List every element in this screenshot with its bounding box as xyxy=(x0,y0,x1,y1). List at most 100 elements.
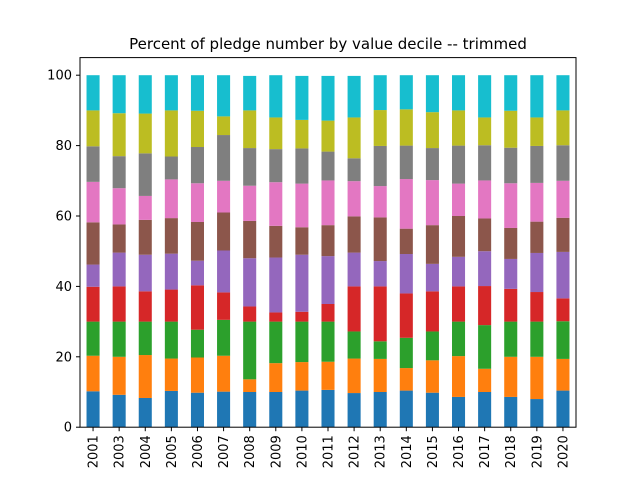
bar-segment-2004-decile-1 xyxy=(138,397,152,428)
bar-segment-2012-decile-7 xyxy=(347,181,361,217)
bar-segment-2015-decile-8 xyxy=(425,148,439,181)
bar-segment-2006-decile-4 xyxy=(190,285,204,330)
bar-segment-2010-decile-7 xyxy=(295,183,309,228)
bar-segment-2018-decile-10 xyxy=(504,75,518,111)
bar-segment-2016-decile-7 xyxy=(452,183,466,216)
bar-segment-2004-decile-2 xyxy=(138,355,152,398)
bar-segment-2004-decile-7 xyxy=(138,195,152,220)
bar-segment-2012-decile-8 xyxy=(347,158,361,182)
bar-segment-2008-decile-4 xyxy=(243,306,257,322)
bar-segment-2017-decile-1 xyxy=(478,392,492,428)
bar-segment-2005-decile-1 xyxy=(164,390,178,428)
x-tick-label-2010: 2010 xyxy=(295,435,310,468)
bar-segment-2014-decile-5 xyxy=(399,254,413,294)
bar-segment-2013-decile-10 xyxy=(373,75,387,111)
bar-segment-2007-decile-3 xyxy=(217,319,231,356)
bar-segment-2010-decile-9 xyxy=(295,119,309,149)
bar-segment-2007-decile-5 xyxy=(217,250,231,293)
bar-segment-2014-decile-1 xyxy=(399,390,413,428)
bar-segment-2009-decile-1 xyxy=(269,392,283,428)
bar-segment-2016-decile-2 xyxy=(452,356,466,397)
y-axis: 0 20 40 60 80 100 xyxy=(47,69,80,436)
bar-segment-2009-decile-9 xyxy=(269,117,283,150)
bar-segment-2006-decile-7 xyxy=(190,183,204,222)
bar-segment-2005-decile-3 xyxy=(164,321,178,359)
bar-segment-2003-decile-7 xyxy=(112,188,126,225)
bar-segment-2007-decile-6 xyxy=(217,212,231,251)
y-tick-label: 0 xyxy=(64,421,72,436)
x-tick-label-2020: 2020 xyxy=(556,435,571,468)
bar-segment-2005-decile-7 xyxy=(164,179,178,219)
bar-segment-2016-decile-6 xyxy=(452,216,466,257)
bar-segment-2007-decile-4 xyxy=(217,292,231,320)
bar-segment-2012-decile-4 xyxy=(347,286,361,332)
x-tick-label-2013: 2013 xyxy=(374,435,389,468)
bar-segment-2020-decile-9 xyxy=(556,110,570,146)
bar-segment-2015-decile-7 xyxy=(425,180,439,226)
x-tick-label-2017: 2017 xyxy=(478,435,493,468)
bar-segment-2001-decile-7 xyxy=(86,181,100,223)
bar-segment-2004-decile-8 xyxy=(138,153,152,196)
bar-segment-2015-decile-6 xyxy=(425,225,439,264)
bar-segment-2001-decile-1 xyxy=(86,391,100,428)
bar-segment-2017-decile-2 xyxy=(478,368,492,392)
bar-segment-2006-decile-6 xyxy=(190,221,204,261)
bar-segment-2001-decile-3 xyxy=(86,321,100,356)
bar-segment-2018-decile-4 xyxy=(504,288,518,322)
bar-segment-2008-decile-10 xyxy=(243,75,257,111)
bar-segment-2013-decile-6 xyxy=(373,217,387,262)
bar-segment-2001-decile-10 xyxy=(86,75,100,111)
bar-segment-2015-decile-1 xyxy=(425,392,439,428)
bar-segment-2018-decile-9 xyxy=(504,110,518,148)
bar-segment-2016-decile-5 xyxy=(452,256,466,287)
bar-segment-2003-decile-3 xyxy=(112,321,126,357)
bar-segment-2006-decile-9 xyxy=(190,110,204,148)
bar-segment-2009-decile-5 xyxy=(269,257,283,313)
bar-segment-2012-decile-9 xyxy=(347,117,361,159)
bar-segment-2009-decile-2 xyxy=(269,363,283,392)
bar-segment-2003-decile-2 xyxy=(112,356,126,395)
bar-segment-2010-decile-8 xyxy=(295,148,309,184)
bar-segment-2005-decile-4 xyxy=(164,289,178,322)
bar-segment-2018-decile-5 xyxy=(504,258,518,289)
bar-segment-2004-decile-9 xyxy=(138,113,152,154)
x-tick-label-2003: 2003 xyxy=(113,435,128,468)
bar-segment-2005-decile-5 xyxy=(164,253,178,290)
bar-segment-2019-decile-7 xyxy=(530,182,544,222)
bar-segment-2014-decile-9 xyxy=(399,109,413,146)
bar-segment-2012-decile-1 xyxy=(347,393,361,428)
bar-segment-2003-decile-8 xyxy=(112,156,126,189)
bar-segment-2018-decile-7 xyxy=(504,183,518,228)
bar-segment-2011-decile-5 xyxy=(321,256,335,304)
bar-segment-2008-decile-6 xyxy=(243,220,257,259)
bar-segment-2014-decile-6 xyxy=(399,228,413,255)
bar-segment-2004-decile-5 xyxy=(138,254,152,292)
bar-segment-2008-decile-1 xyxy=(243,392,257,428)
bar-segment-2005-decile-8 xyxy=(164,156,178,180)
bar-segment-2013-decile-2 xyxy=(373,358,387,392)
bar-segment-2019-decile-6 xyxy=(530,221,544,253)
bar-segment-2017-decile-3 xyxy=(478,325,492,369)
bar-segment-2013-decile-9 xyxy=(373,110,387,146)
bar-segment-2008-decile-5 xyxy=(243,258,257,307)
bar-segment-2001-decile-2 xyxy=(86,355,100,392)
bar-segment-2017-decile-6 xyxy=(478,218,492,252)
bar-segment-2011-decile-2 xyxy=(321,361,335,390)
bar-segment-2008-decile-3 xyxy=(243,321,257,380)
bar-segment-2005-decile-10 xyxy=(164,75,178,111)
bar-segment-2009-decile-6 xyxy=(269,225,283,258)
bar-segment-2020-decile-4 xyxy=(556,298,570,322)
bar-segment-2014-decile-10 xyxy=(399,75,413,110)
bar-segment-2016-decile-10 xyxy=(452,75,466,111)
bar-segment-2014-decile-4 xyxy=(399,293,413,338)
bar-segment-2017-decile-9 xyxy=(478,117,492,146)
bar-segment-2016-decile-1 xyxy=(452,396,466,428)
bar-segment-2012-decile-10 xyxy=(347,75,361,118)
bar-segment-2018-decile-1 xyxy=(504,396,518,428)
bar-segment-2020-decile-5 xyxy=(556,251,570,299)
bar-segment-2017-decile-4 xyxy=(478,286,492,326)
bar-segment-2015-decile-5 xyxy=(425,263,439,292)
bar-segment-2013-decile-3 xyxy=(373,341,387,359)
bar-segment-2005-decile-6 xyxy=(164,218,178,254)
